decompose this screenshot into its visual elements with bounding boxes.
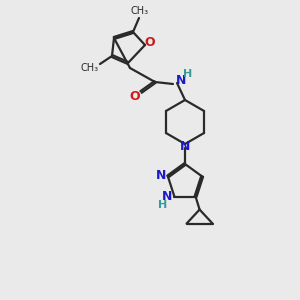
Text: O: O xyxy=(145,35,155,49)
Text: N: N xyxy=(176,74,186,88)
Text: O: O xyxy=(130,89,140,103)
Text: N: N xyxy=(180,140,190,152)
Text: CH₃: CH₃ xyxy=(81,63,99,73)
Text: CH₃: CH₃ xyxy=(131,6,149,16)
Text: N: N xyxy=(156,169,166,182)
Text: N: N xyxy=(162,190,172,203)
Text: H: H xyxy=(158,200,167,210)
Text: H: H xyxy=(183,69,193,79)
